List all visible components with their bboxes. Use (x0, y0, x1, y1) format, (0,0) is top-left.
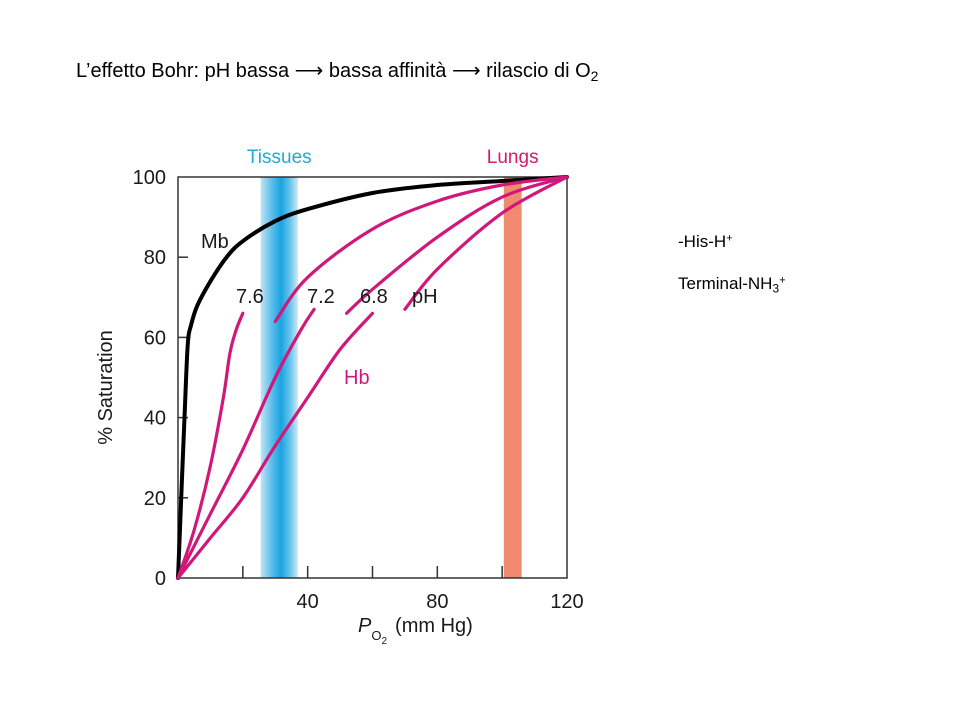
y-tick-label: 20 (144, 488, 166, 510)
side-note-terminal-text: Terminal-NH (678, 274, 773, 293)
ph-6-8-label: 6.8 (360, 286, 388, 308)
hb-ph-6-8-curve (403, 175, 569, 311)
side-note-terminal-charge: + (779, 274, 786, 287)
ph-7-6-label: 7.6 (236, 286, 264, 308)
hb-ph-6-8-curve (176, 311, 375, 580)
ph-label: pH (412, 286, 438, 308)
y-tick-label: 100 (133, 167, 166, 189)
side-note-his-charge: + (726, 232, 733, 245)
side-note-his: -His-H+ (678, 232, 733, 252)
mb-label: Mb (201, 231, 229, 253)
slide-title-subscript: 2 (590, 68, 599, 85)
plot-frame (177, 176, 568, 579)
y-tick-label: 0 (155, 568, 166, 590)
chart-labels: Tissues Lungs 0 20 40 60 80 100 40 80 120 % Saturat… (95, 147, 584, 647)
side-note-his-text: -His-H (678, 232, 727, 251)
lungs-band (503, 177, 522, 578)
lungs-label: Lungs (487, 147, 539, 168)
side-note-terminal-subscript: 3 (772, 281, 780, 296)
tissues-label: Tissues (247, 147, 312, 168)
y-tick-label: 80 (144, 247, 166, 269)
hb-ph-7-2-curve (345, 175, 569, 315)
y-tick-label: 60 (144, 327, 166, 349)
hb-ph-7-6-curve (176, 311, 245, 580)
curves (176, 175, 569, 580)
ph-7-2-label: 7.2 (307, 286, 335, 308)
tissues-band (260, 177, 298, 578)
y-axis-title: % Saturation (95, 330, 117, 445)
bands (260, 177, 522, 578)
hb-ph-7-2-curve (176, 307, 316, 580)
x-tick-label: 80 (426, 591, 448, 613)
mb-curve (176, 175, 569, 580)
x-tick-label: 120 (550, 591, 583, 613)
slide-title-text: L’effetto Bohr: pH bassa ⟶ bassa affinit… (76, 60, 591, 82)
side-note-terminal: Terminal-NH3+ (678, 274, 786, 296)
y-tick-label: 40 (144, 408, 166, 430)
hb-ph-7-6-curve (273, 175, 569, 323)
x-tick-label: 40 (297, 591, 319, 613)
x-axis-title: PO2(mm Hg) (358, 615, 473, 647)
hb-label: Hb (344, 367, 370, 389)
slide-title: L’effetto Bohr: pH bassa ⟶ bassa affinit… (76, 58, 598, 84)
